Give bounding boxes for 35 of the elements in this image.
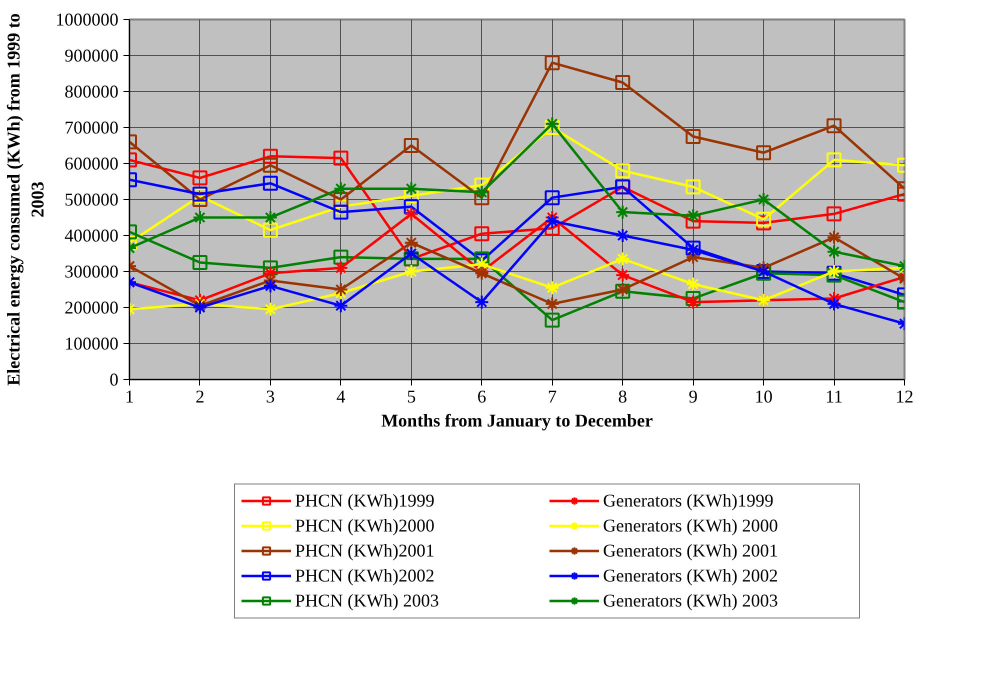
y-tick-label: 600000 bbox=[64, 154, 118, 174]
y-axis-title: Electrical energy consumed (KWh) from 1999 to 2003 bbox=[4, 13, 48, 386]
legend-label: PHCN (KWh)1999 bbox=[295, 490, 436, 511]
x-tick-label: 1 bbox=[125, 386, 134, 406]
legend-label: Generators (KWh) 2001 bbox=[603, 540, 779, 561]
x-tick-label: 5 bbox=[406, 386, 416, 406]
y-tick-label: 400000 bbox=[64, 226, 118, 246]
legend-label: PHCN (KWh) 2003 bbox=[295, 590, 440, 611]
y-tick-label: 1000000 bbox=[56, 10, 118, 30]
legend-label: Generators (KWh) 2003 bbox=[603, 590, 779, 611]
y-tick-label: 100000 bbox=[64, 334, 118, 354]
y-tick-label: 800000 bbox=[64, 82, 118, 102]
x-tick-label: 3 bbox=[266, 386, 275, 406]
x-tick-label: 11 bbox=[825, 386, 843, 406]
x-tick-label: 9 bbox=[688, 386, 698, 406]
legend-label: Generators (KWh) 2002 bbox=[603, 565, 779, 586]
legend-label: PHCN (KWh)2002 bbox=[295, 565, 436, 586]
x-tick-label: 6 bbox=[477, 386, 486, 406]
y-tick-label: 0 bbox=[110, 370, 118, 390]
legend-label: Generators (KWh)1999 bbox=[603, 490, 774, 511]
y-tick-label: 900000 bbox=[64, 46, 118, 66]
x-tick-label: 2 bbox=[195, 386, 204, 406]
x-tick-label: 8 bbox=[618, 386, 628, 406]
y-tick-label: 700000 bbox=[64, 118, 118, 138]
x-tick-label: 10 bbox=[754, 386, 773, 406]
legend-label: PHCN (KWh)2000 bbox=[295, 515, 436, 536]
x-tick-label: 4 bbox=[336, 386, 346, 406]
x-axis-title: Months from January to December bbox=[381, 410, 653, 430]
y-tick-label: 500000 bbox=[64, 190, 118, 210]
x-tick-label: 7 bbox=[548, 386, 557, 406]
y-tick-label: 300000 bbox=[64, 262, 118, 282]
x-tick-label: 12 bbox=[896, 386, 914, 406]
y-tick-label: 200000 bbox=[64, 298, 118, 318]
legend-label: PHCN (KWh)2001 bbox=[295, 540, 436, 561]
legend-label: Generators (KWh) 2000 bbox=[603, 515, 779, 536]
